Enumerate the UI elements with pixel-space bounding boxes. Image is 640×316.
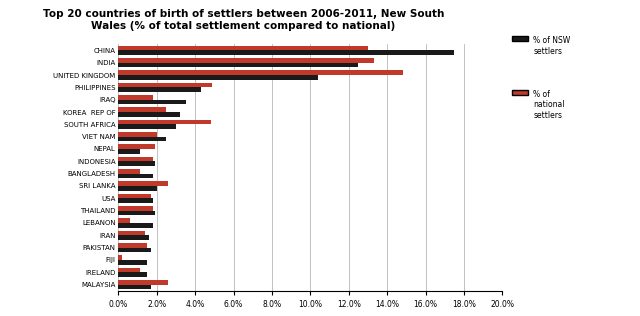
Text: % of NSW
settlers: % of NSW settlers (533, 36, 570, 56)
Bar (118, 218, 130, 223)
Bar (118, 206, 153, 211)
Bar (118, 198, 153, 203)
Bar (118, 255, 122, 260)
Bar (118, 181, 168, 186)
Bar (118, 223, 153, 228)
Bar (118, 87, 201, 92)
Bar (118, 248, 151, 252)
Bar (118, 107, 166, 112)
Bar (118, 169, 140, 174)
Bar (118, 120, 211, 124)
Bar (118, 112, 180, 117)
Bar (118, 161, 155, 166)
Bar (118, 231, 145, 235)
Bar (118, 132, 157, 137)
Bar (118, 63, 358, 67)
Bar (118, 83, 212, 87)
Bar (118, 137, 166, 141)
Bar (118, 235, 149, 240)
Bar (118, 157, 153, 161)
Text: % of
national
settlers: % of national settlers (533, 90, 564, 120)
Bar (118, 58, 374, 63)
Bar (118, 284, 151, 289)
Bar (118, 243, 147, 248)
Bar (118, 280, 168, 284)
Text: Top 20 countries of birth of settlers between 2006-2011, New South
Wales (% of t: Top 20 countries of birth of settlers be… (42, 9, 444, 31)
Bar (118, 194, 151, 198)
Bar (118, 125, 176, 129)
Bar (118, 272, 147, 277)
Bar (118, 144, 155, 149)
Bar (118, 100, 186, 104)
Bar (118, 46, 368, 50)
Bar (118, 174, 153, 178)
Bar (118, 268, 140, 272)
Bar (118, 260, 147, 264)
Bar (118, 70, 403, 75)
Bar (118, 50, 454, 55)
Bar (118, 210, 155, 215)
Bar (118, 149, 140, 154)
Bar (118, 95, 153, 100)
Bar (118, 75, 318, 80)
Bar (118, 186, 157, 191)
